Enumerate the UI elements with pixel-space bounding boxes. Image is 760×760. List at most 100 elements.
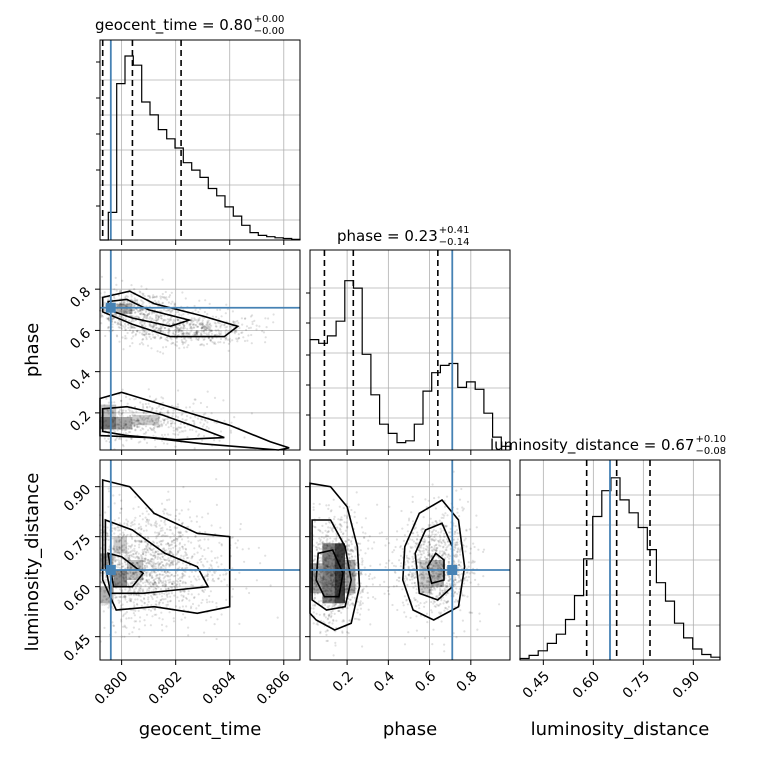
- sample-point: [453, 548, 456, 552]
- sample-point: [350, 539, 353, 542]
- sample-point: [124, 598, 127, 601]
- sample-point: [201, 439, 204, 442]
- sample-point: [120, 324, 123, 327]
- sample-point: [152, 427, 155, 430]
- sample-point: [161, 423, 164, 426]
- sample-point: [325, 539, 328, 542]
- sample-point: [198, 323, 202, 326]
- sample-point: [197, 593, 200, 596]
- sample-point: [133, 547, 136, 550]
- sample-point: [433, 497, 436, 500]
- sample-point: [139, 416, 142, 419]
- sample-point: [147, 558, 150, 562]
- sample-point: [195, 330, 198, 333]
- sample-point: [107, 409, 110, 412]
- sample-point: [166, 542, 169, 545]
- sample-point: [166, 339, 169, 342]
- sample-point: [188, 406, 191, 409]
- sample-point: [149, 624, 152, 627]
- sample-point: [195, 330, 198, 333]
- sample-point: [158, 416, 161, 419]
- sample-point: [440, 529, 443, 532]
- sample-point: [415, 588, 418, 591]
- sample-point: [439, 602, 442, 606]
- sample-point: [466, 579, 469, 582]
- sample-point: [141, 324, 145, 327]
- sample-point: [350, 555, 353, 558]
- sample-point: [147, 551, 150, 554]
- sample-point: [150, 347, 153, 350]
- sample-point: [220, 554, 223, 558]
- sample-point: [157, 417, 160, 420]
- sample-point: [153, 524, 156, 527]
- sample-point: [224, 338, 227, 341]
- sample-point: [155, 535, 158, 538]
- sample-point: [155, 593, 158, 596]
- sample-point: [107, 401, 110, 404]
- sample-point: [113, 593, 116, 597]
- sample-point: [142, 432, 145, 435]
- sample-point: [361, 589, 364, 592]
- sample-point: [312, 611, 315, 614]
- sample-point: [462, 582, 466, 585]
- sample-point: [164, 290, 167, 294]
- sample-point: [343, 514, 346, 517]
- sample-point: [142, 416, 145, 419]
- sample-point: [251, 314, 254, 317]
- sample-point: [157, 327, 160, 331]
- sample-point: [134, 299, 137, 302]
- grid-1-0: [100, 250, 300, 450]
- sample-point: [128, 414, 132, 417]
- sample-point: [144, 507, 148, 510]
- sample-point: [177, 416, 180, 419]
- sample-point: [435, 543, 438, 546]
- density-cell: [113, 536, 127, 554]
- sample-point: [130, 410, 134, 413]
- sample-point: [143, 308, 146, 311]
- sample-point: [168, 330, 171, 333]
- sample-point: [427, 499, 430, 502]
- sample-point: [406, 583, 409, 587]
- sample-point: [339, 528, 342, 532]
- sample-point: [439, 538, 442, 541]
- sample-point: [437, 531, 440, 534]
- sample-point: [215, 315, 218, 318]
- sample-point: [216, 556, 219, 559]
- sample-point: [315, 612, 318, 615]
- sample-point: [236, 340, 239, 343]
- sample-point: [156, 542, 159, 545]
- sample-point: [170, 586, 173, 589]
- sample-point: [138, 343, 141, 346]
- sample-point: [141, 556, 144, 559]
- sample-point: [371, 547, 374, 550]
- sample-point: [146, 344, 150, 347]
- sample-point: [213, 321, 216, 324]
- sample-point: [342, 620, 345, 623]
- sample-point: [152, 547, 155, 550]
- sample-point: [432, 602, 435, 605]
- sample-point: [349, 598, 352, 601]
- sample-point: [141, 577, 144, 580]
- sample-point: [148, 420, 151, 423]
- sample-point: [237, 336, 240, 340]
- sample-point: [383, 592, 386, 595]
- sample-point: [250, 333, 253, 337]
- sample-point: [168, 323, 171, 326]
- sample-point: [125, 312, 128, 315]
- sample-point: [115, 596, 118, 599]
- sample-point: [206, 573, 209, 576]
- sample-point: [455, 555, 458, 559]
- sample-point: [115, 289, 118, 292]
- sample-point: [155, 326, 158, 329]
- sample-point: [172, 426, 175, 429]
- sample-point: [125, 428, 128, 431]
- sample-point: [134, 299, 137, 302]
- sample-point: [209, 616, 212, 619]
- sample-point: [419, 602, 422, 605]
- sample-point: [170, 560, 173, 563]
- sample-point: [142, 317, 145, 320]
- sample-point: [184, 341, 187, 344]
- sample-point: [120, 499, 123, 502]
- sample-point: [366, 591, 369, 595]
- sample-point: [166, 442, 169, 445]
